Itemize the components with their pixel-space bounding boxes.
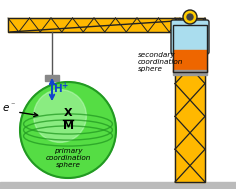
Bar: [8, 18, 180, 32]
Circle shape: [183, 10, 197, 24]
Bar: [0, 182, 236, 189]
Text: M: M: [63, 121, 73, 131]
Bar: [173, 50, 207, 72]
Text: +: +: [61, 81, 67, 91]
Bar: [8, 18, 180, 32]
Text: e: e: [3, 103, 9, 113]
Circle shape: [187, 14, 193, 20]
Bar: [173, 25, 207, 72]
Bar: [175, 18, 205, 182]
FancyBboxPatch shape: [171, 20, 209, 54]
Text: ⁻: ⁻: [10, 101, 14, 109]
Bar: [173, 70, 207, 75]
Text: primary
coordination
sphere: primary coordination sphere: [45, 148, 91, 168]
Bar: [45, 75, 59, 81]
Ellipse shape: [20, 82, 116, 178]
Bar: [175, 18, 205, 182]
Ellipse shape: [34, 90, 86, 142]
Text: H: H: [54, 84, 63, 94]
Text: X: X: [64, 108, 72, 118]
Text: secondary
coordination
sphere: secondary coordination sphere: [138, 52, 183, 72]
